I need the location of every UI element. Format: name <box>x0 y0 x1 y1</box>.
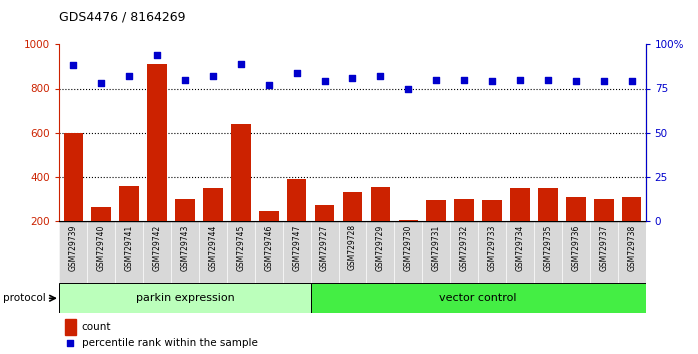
Bar <box>119 186 139 221</box>
Bar <box>482 200 502 221</box>
Point <box>96 80 107 86</box>
Point <box>291 70 302 75</box>
Bar <box>59 283 311 313</box>
Point <box>570 79 581 84</box>
Bar <box>510 188 530 221</box>
Point <box>207 73 218 79</box>
Text: percentile rank within the sample: percentile rank within the sample <box>82 338 258 348</box>
Text: GSM729745: GSM729745 <box>237 224 245 271</box>
Bar <box>371 187 390 221</box>
Point <box>487 79 498 84</box>
Point <box>263 82 274 88</box>
Bar <box>203 188 223 221</box>
Bar <box>315 205 334 221</box>
Point <box>542 77 554 82</box>
Text: GSM729743: GSM729743 <box>181 224 189 271</box>
Text: vector control: vector control <box>439 293 517 303</box>
Bar <box>343 193 362 221</box>
Text: GSM729727: GSM729727 <box>320 224 329 270</box>
Bar <box>175 199 195 221</box>
Text: GSM729747: GSM729747 <box>292 224 301 271</box>
Text: parkin expression: parkin expression <box>135 293 235 303</box>
Text: protocol: protocol <box>3 293 46 303</box>
Text: GSM729729: GSM729729 <box>376 224 385 270</box>
Bar <box>259 211 279 221</box>
Text: GSM729741: GSM729741 <box>125 224 133 270</box>
Bar <box>311 283 646 313</box>
Text: GSM729731: GSM729731 <box>432 224 440 270</box>
Bar <box>64 133 83 221</box>
Text: GSM729730: GSM729730 <box>404 224 413 271</box>
Text: GSM729732: GSM729732 <box>460 224 468 270</box>
Point <box>319 79 330 84</box>
Bar <box>147 64 167 221</box>
Point <box>431 77 442 82</box>
Point <box>375 73 386 79</box>
Point <box>235 61 246 67</box>
Bar <box>622 197 641 221</box>
Point <box>598 79 609 84</box>
Text: GSM729728: GSM729728 <box>348 224 357 270</box>
Bar <box>91 207 111 221</box>
Bar <box>426 200 446 221</box>
Text: GSM729739: GSM729739 <box>69 224 77 271</box>
Bar <box>287 179 306 221</box>
Point <box>459 77 470 82</box>
Bar <box>231 124 251 221</box>
Text: GSM729746: GSM729746 <box>265 224 273 271</box>
Bar <box>566 197 586 221</box>
Point <box>626 79 637 84</box>
Text: GSM729735: GSM729735 <box>544 224 552 271</box>
Bar <box>538 188 558 221</box>
Point <box>514 77 526 82</box>
Bar <box>454 199 474 221</box>
Point <box>151 52 163 58</box>
Text: GSM729738: GSM729738 <box>628 224 636 270</box>
Point <box>448 266 459 271</box>
Text: GSM729736: GSM729736 <box>572 224 580 271</box>
Bar <box>594 199 614 221</box>
Text: GSM729740: GSM729740 <box>97 224 105 271</box>
Text: GSM729733: GSM729733 <box>488 224 496 271</box>
Text: GDS4476 / 8164269: GDS4476 / 8164269 <box>59 11 186 24</box>
Text: GSM729737: GSM729737 <box>600 224 608 271</box>
Point <box>68 63 79 68</box>
Bar <box>65 319 76 335</box>
Text: GSM729744: GSM729744 <box>209 224 217 271</box>
Text: GSM729734: GSM729734 <box>516 224 524 271</box>
Text: GSM729742: GSM729742 <box>153 224 161 270</box>
Point <box>403 86 414 91</box>
Text: count: count <box>82 322 111 332</box>
Bar <box>399 220 418 221</box>
Point <box>179 77 191 82</box>
Point <box>347 75 358 81</box>
Point <box>124 73 135 79</box>
